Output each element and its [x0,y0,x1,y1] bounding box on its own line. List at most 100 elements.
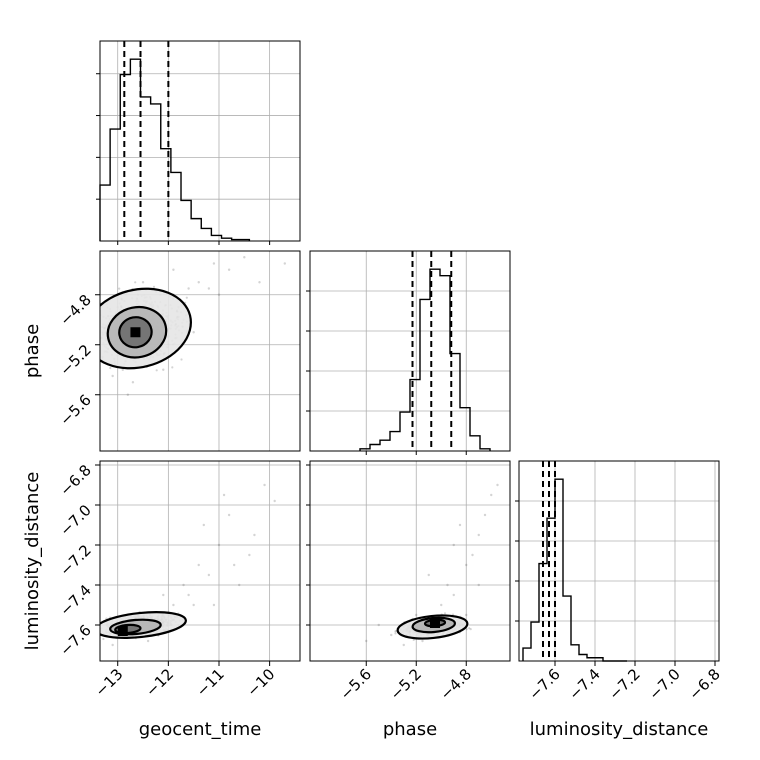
panel-phase-vs-geocent_time [86,250,301,452]
histogram-luminosity_distance [522,478,627,662]
sample-point [227,513,231,517]
x-tick-label: −4.8 [437,665,475,703]
contour-line [100,287,192,370]
panel-frame [309,250,511,452]
sample-point [96,633,98,635]
contour-line [411,616,457,634]
sample-point [94,332,96,334]
sample-point [97,629,99,631]
sample-point [187,287,190,290]
y-tick-label: −7.2 [56,541,94,579]
sample-point [180,358,183,361]
panel-frame [99,250,301,452]
density-peak [430,618,440,628]
sample-point [394,630,397,633]
sample-point [90,336,92,338]
sample-point [390,633,393,637]
contour-line [118,316,153,349]
sample-point [243,256,246,259]
sample-point [172,603,175,607]
sample-point [415,613,418,617]
sample-point [477,583,480,587]
sample-point [496,483,499,487]
x-axis-label-luminosity_distance: luminosity_distance [530,719,709,740]
sample-point [95,338,97,340]
sample-point [471,553,474,557]
sample-point [212,603,216,607]
density-peak [130,327,141,338]
x-axis-luminosity_distance: −7.6 −7.4 −7.2 −7.0 −6.8 luminosity_distance [525,661,724,740]
sample-point [97,320,99,322]
sample-point [402,643,405,647]
y-axis-label-phase: phase [22,324,43,378]
sample-point [111,374,114,378]
sample-point [490,493,493,497]
sample-point [468,627,471,630]
sample-point [452,543,455,547]
histogram-phase [359,268,491,451]
sample-point [97,354,99,356]
x-tick-label: −5.2 [387,665,425,703]
sample-point [182,583,185,587]
sample-point [94,334,96,336]
panel-frame [99,460,301,662]
panel-content [365,483,499,647]
sample-point [91,319,93,321]
sample-point [187,593,190,597]
y-tick-label: −5.6 [56,391,94,429]
y-tick-label: −5.2 [56,341,94,379]
sample-point [283,262,287,265]
sample-point [421,639,424,643]
sample-point [202,523,205,527]
sample-point [238,583,241,587]
sample-point [171,366,174,369]
sample-point [207,573,211,577]
sample-point [465,613,468,617]
histogram-panel-geocent_time [96,40,301,242]
sample-point [477,533,480,537]
sample-point [446,583,449,587]
y-tick-label: −6.8 [56,461,94,499]
y-axis-label-luminosity_distance: luminosity_distance [22,472,43,651]
contour-line [100,611,187,639]
x-tick-label: −13 [91,665,126,700]
sample-point [94,355,96,357]
x-axis-label-phase: phase [383,719,437,740]
sample-point [96,308,98,310]
histogram-geocent_time [99,58,251,241]
panel-content [86,256,287,396]
sample-point [185,296,188,299]
sample-point [192,603,195,607]
sample-point [197,281,200,284]
density-peak [117,626,128,636]
sample-point [452,593,455,597]
sample-point [97,340,99,342]
sample-point [248,553,251,557]
sample-point [172,268,175,271]
panel-frame [518,460,720,662]
sample-point [155,369,158,372]
x-tick-label: −11 [193,665,228,700]
sample-point [141,281,145,284]
sample-point [365,639,368,643]
sample-point [197,563,200,567]
sample-point [131,381,135,384]
x-tick-label: −7.0 [645,665,683,703]
sample-point [152,285,156,288]
sample-point [134,281,137,284]
sample-point [126,393,130,396]
sample-point [86,315,88,317]
contour-line [396,614,469,640]
sample-point [102,637,105,641]
sample-point [227,268,231,271]
panel-luminosity_distance-vs-geocent_time [96,460,301,662]
x-tick-label: −5.6 [337,665,375,703]
sample-point [217,293,221,296]
x-tick-label: −10 [243,665,278,700]
x-tick-label: −7.2 [605,665,643,703]
sample-point [427,573,430,577]
sample-point [253,533,256,537]
y-tick-label: −7.0 [56,501,94,539]
sample-point [258,281,261,284]
sample-point [212,262,216,265]
